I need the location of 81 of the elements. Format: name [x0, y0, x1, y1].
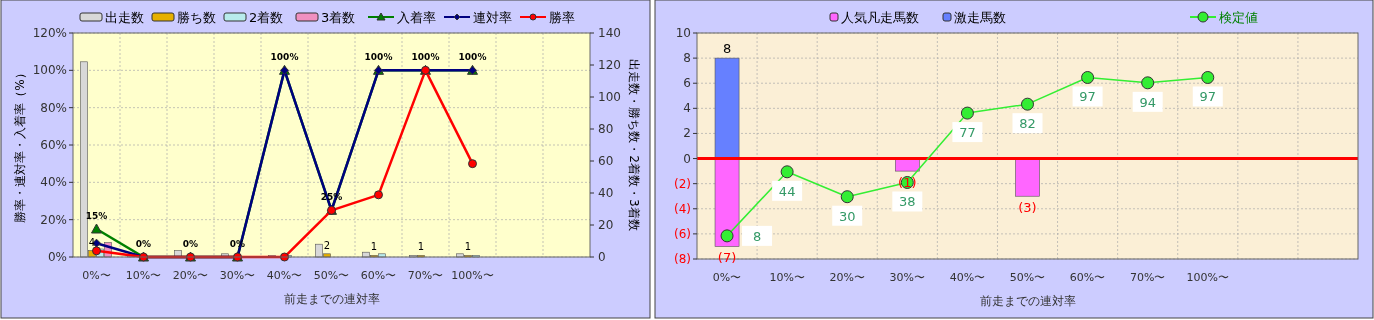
x-tick-label: 30%〜	[889, 271, 926, 284]
x-tick-label: 50%〜	[1009, 271, 1046, 284]
x-tick-label: 0%〜	[712, 271, 742, 284]
data-label: 1	[417, 241, 425, 253]
y2-tick-label: 80	[598, 122, 614, 136]
x-tick-label: 50%〜	[313, 269, 350, 282]
legend-label: 連対率	[473, 10, 512, 25]
y2-tick-label: 60	[598, 154, 614, 168]
data-label: 8	[722, 41, 732, 57]
y-tick-label: 0%	[47, 250, 67, 264]
x-tick-label: 100%〜	[1186, 271, 1229, 284]
y-tick-label: 40%	[40, 175, 67, 190]
data-label: 97	[1079, 89, 1096, 105]
x-axis-title: 前走までの連対率	[283, 292, 380, 306]
y-tick-label: 6	[683, 76, 691, 91]
data-label: 4	[88, 236, 96, 248]
y2-tick-label: 40	[598, 186, 614, 200]
data-label: 100%	[364, 52, 393, 63]
y-tick-label: 100%	[32, 63, 67, 78]
y-tick-label: 20%	[40, 212, 67, 227]
y2-tick-label: 0	[598, 250, 606, 264]
y-tick-label: 80%	[40, 100, 67, 115]
data-label: 0%	[135, 239, 152, 249]
x-tick-label: 100%〜	[451, 269, 494, 282]
y2-axis-title: 出走数・勝ち数・2着数・3着数	[627, 59, 641, 231]
data-label: 77	[959, 125, 976, 141]
data-label: 100%	[458, 52, 487, 63]
data-label: 0%	[182, 239, 199, 249]
data-label: 44	[778, 183, 796, 199]
data-label: 1	[464, 241, 472, 253]
y-tick-label: (8)	[674, 252, 691, 266]
data-label: 8	[752, 228, 762, 244]
x-tick-label: 70%〜	[1129, 271, 1166, 284]
y-tick-label: 120%	[32, 26, 67, 40]
x-tick-label: 20%〜	[172, 269, 209, 282]
data-label: 82	[1019, 116, 1036, 132]
data-label: 30	[838, 208, 856, 224]
data-label: (7)	[717, 250, 737, 266]
y-tick-label: (6)	[674, 226, 691, 241]
y-tick-label: 0	[683, 151, 691, 166]
y2-tick-label: 20	[598, 218, 614, 232]
legend-label: 勝ち数	[177, 10, 216, 25]
legend-label: 激走馬数	[954, 10, 1006, 25]
y-tick-label: 60%	[40, 138, 67, 152]
data-label: 38	[899, 194, 916, 210]
x-tick-label: 60%〜	[1069, 271, 1106, 284]
data-label: 100%	[411, 52, 440, 63]
y-tick-label: 4	[683, 101, 691, 116]
y-axis-title: 勝率・連対率・入着率（%）	[13, 67, 27, 223]
y-tick-label: (4)	[674, 201, 691, 216]
y2-tick-label: 120	[598, 58, 621, 72]
data-label: 1	[370, 241, 378, 253]
x-tick-label: 60%〜	[360, 269, 397, 282]
x-tick-label: 30%〜	[219, 269, 256, 282]
legend-label: 検定値	[1219, 10, 1258, 25]
data-label: 15%	[85, 211, 108, 221]
y-tick-label: (2)	[674, 176, 691, 191]
x-tick-label: 20%〜	[829, 271, 865, 284]
x-tick-label: 40%〜	[949, 271, 986, 284]
data-label: (3)	[1018, 200, 1037, 216]
legend-label: 2着数	[249, 10, 284, 25]
y2-tick-label: 100	[598, 90, 621, 104]
y-tick-label: 2	[683, 126, 691, 141]
y-tick-label: 8	[683, 51, 691, 66]
legend-label: 出走数	[105, 10, 144, 25]
x-tick-label: 0%〜	[82, 269, 111, 282]
x-tick-label: 10%〜	[125, 269, 162, 282]
data-label: 94	[1139, 94, 1156, 110]
x-tick-label: 40%〜	[266, 269, 303, 282]
legend-label: 入着率	[397, 10, 436, 25]
y2-tick-label: 140	[598, 26, 621, 40]
x-axis-title: 前走までの連対率	[979, 294, 1076, 308]
x-tick-label: 70%〜	[407, 269, 444, 282]
data-label: 100%	[270, 52, 299, 63]
legend-label: 人気凡走馬数	[841, 10, 919, 25]
x-tick-label: 10%〜	[769, 271, 805, 284]
data-label: 2	[323, 239, 331, 251]
legend-label: 勝率	[549, 10, 575, 25]
y-tick-label: 10	[675, 26, 691, 40]
data-label: 97	[1199, 89, 1217, 105]
legend-label: 3着数	[321, 10, 356, 25]
